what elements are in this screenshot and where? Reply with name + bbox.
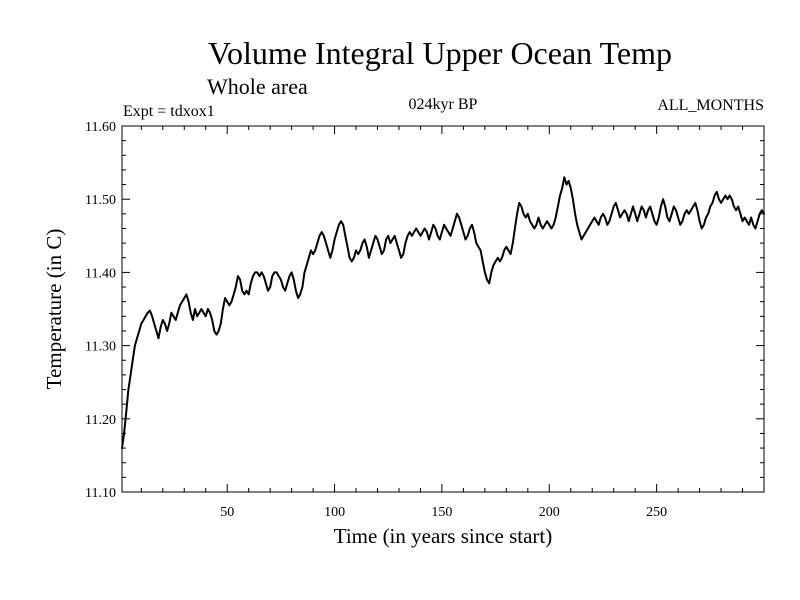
x-tick-label: 250 bbox=[646, 505, 667, 520]
chart-subtitle: Whole area bbox=[207, 74, 308, 99]
x-tick-label: 100 bbox=[324, 505, 345, 520]
annotation-expt: Expt = tdxox1 bbox=[123, 103, 215, 120]
x-tick-label: 200 bbox=[539, 505, 560, 520]
y-axis-label: Temperature (in C) bbox=[42, 229, 66, 390]
plot-frame bbox=[121, 125, 765, 493]
x-tick-label: 150 bbox=[431, 505, 452, 520]
axis-tick-labels: 11.10 11.20 11.30 11.40 11.50 11.60 50 100 150 20… bbox=[85, 120, 667, 520]
x-tick-label: 50 bbox=[220, 505, 234, 520]
y-tick-label: 11.10 bbox=[85, 486, 116, 501]
annotation-period: 024kyr BP bbox=[409, 96, 478, 113]
y-tick-label: 11.50 bbox=[85, 193, 116, 208]
y-tick-label: 11.60 bbox=[85, 120, 116, 135]
x-axis-label: Time (in years since start) bbox=[334, 524, 553, 548]
temperature-series-line bbox=[121, 176, 765, 450]
annotation-months: ALL_MONTHS bbox=[657, 97, 764, 114]
chart-title: Volume Integral Upper Ocean Temp bbox=[208, 35, 672, 71]
y-tick-label: 11.40 bbox=[85, 266, 116, 281]
y-tick-label: 11.20 bbox=[85, 413, 116, 428]
y-tick-label: 11.30 bbox=[85, 340, 116, 355]
axis-ticks bbox=[122, 125, 764, 493]
